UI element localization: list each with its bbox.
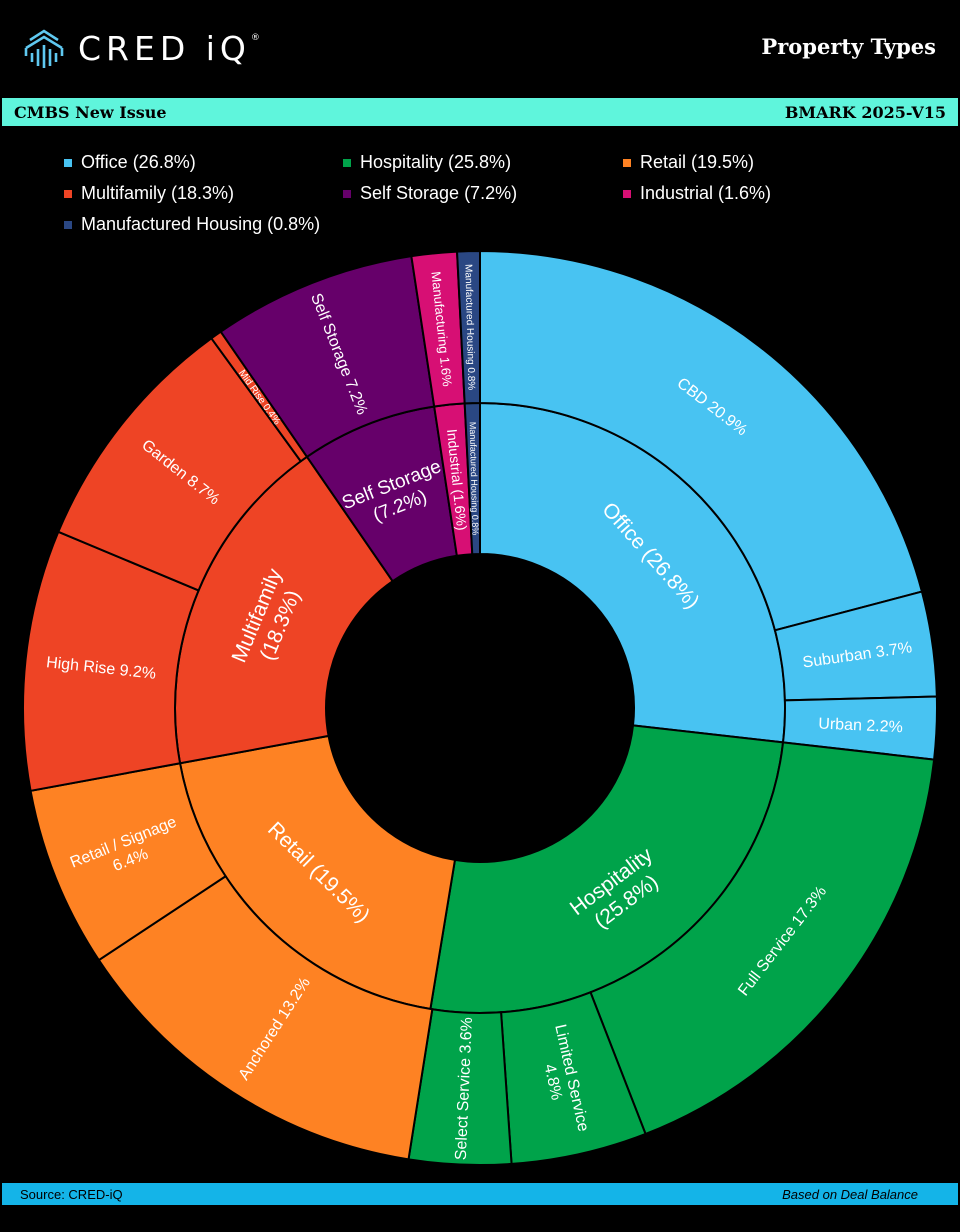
outer-segment: [479, 249, 924, 632]
footer-basis: Based on Deal Balance: [782, 1186, 918, 1202]
page-title: Property Types: [761, 34, 936, 59]
outer-segment: [455, 249, 481, 405]
legend-swatch: [343, 189, 351, 198]
subheader-bar: CMBS New Issue BMARK 2025-V15: [2, 98, 958, 126]
legend-label: Self Storage (7.2%): [360, 183, 518, 203]
legend-label: Hospitality (25.8%): [360, 152, 512, 172]
segment-label: Select Service 3.6%: [453, 1017, 476, 1161]
legend-item: Manufactured Housing (0.8%): [64, 214, 320, 235]
center-hole: [326, 554, 634, 862]
logo-text: CRED iQ®: [78, 28, 260, 68]
footer: Source: CRED-iQ Based on Deal Balance: [2, 1183, 958, 1205]
subheader-left: CMBS New Issue: [14, 102, 167, 122]
legend-swatch: [64, 189, 72, 198]
subheader-right: BMARK 2025-V15: [784, 102, 946, 122]
footer-source: Source: CRED-iQ: [20, 1186, 123, 1202]
legend-swatch: [64, 158, 72, 167]
legend-swatch: [623, 189, 631, 198]
legend-label: Multifamily (18.3%): [81, 183, 235, 203]
legend-item: Multifamily (18.3%): [64, 183, 234, 204]
cred-iq-logo-icon: [24, 29, 64, 68]
segment-label: Urban 2.2%: [818, 716, 903, 737]
legend-item: Hospitality (25.8%): [343, 152, 511, 173]
legend-label: Manufactured Housing (0.8%): [81, 214, 321, 234]
legend-label: Industrial (1.6%): [640, 183, 772, 203]
legend-item: Self Storage (7.2%): [343, 183, 517, 204]
logo: CRED iQ®: [24, 26, 260, 70]
legend-item: Retail (19.5%): [623, 152, 754, 173]
segment-label: Manufactured Housing 0.8%: [468, 422, 481, 536]
outer-segment: [589, 741, 936, 1136]
legend-label: Retail (19.5%): [640, 152, 755, 172]
legend-item: Industrial (1.6%): [623, 183, 771, 204]
legend-item: Office (26.8%): [64, 152, 196, 173]
header: CRED iQ® Property Types: [0, 0, 960, 96]
legend-swatch: [623, 158, 631, 167]
legend-label: Office (26.8%): [81, 152, 196, 172]
legend-swatch: [343, 158, 351, 167]
segment-label: Manufactured Housing 0.8%: [462, 264, 476, 391]
legend-swatch: [64, 220, 72, 229]
